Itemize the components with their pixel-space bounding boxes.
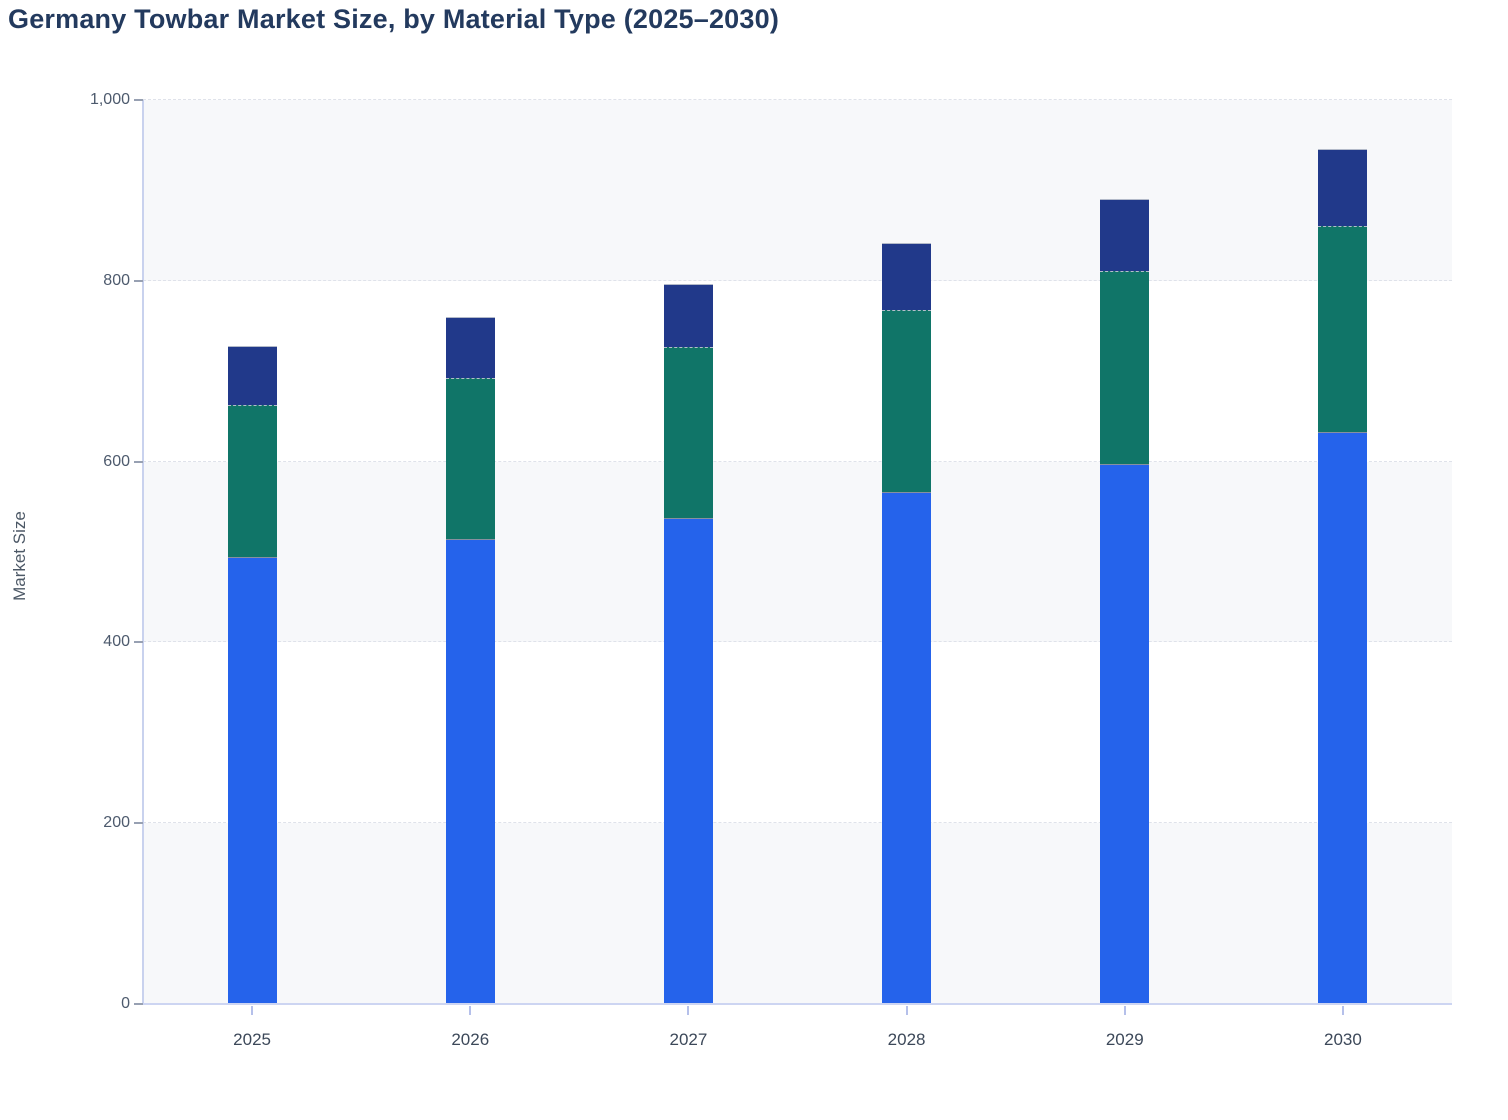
- plot-band: [143, 823, 1452, 1004]
- y-axis-tick: [134, 1003, 143, 1005]
- y-axis-tick-label: 800: [103, 271, 130, 289]
- bar-segment[interactable]: [1318, 431, 1368, 1004]
- bar-segment[interactable]: [663, 517, 713, 1004]
- y-axis-tick-label: 400: [103, 633, 130, 651]
- x-axis-tick: [251, 1006, 254, 1015]
- bar-segment[interactable]: [1100, 270, 1150, 465]
- x-axis-tick-label: 2026: [451, 1030, 490, 1049]
- bar-segment[interactable]: [445, 377, 495, 540]
- y-axis-line: [142, 100, 144, 1004]
- y-axis-tick: [134, 99, 143, 101]
- bar-segment[interactable]: [227, 345, 277, 405]
- bar-stack-2028[interactable]: [882, 242, 932, 1004]
- y-axis-tick: [134, 460, 143, 463]
- gridline: [143, 99, 1452, 100]
- bar-segment[interactable]: [1318, 225, 1368, 432]
- x-axis-tick: [905, 1006, 908, 1015]
- bar-segment[interactable]: [663, 346, 713, 518]
- x-axis-tick-label: 2029: [1105, 1030, 1144, 1049]
- bar-stack-2025[interactable]: [227, 345, 277, 1004]
- y-axis-title: Market Size: [10, 511, 29, 601]
- y-axis-tick: [134, 279, 143, 282]
- bar-stack-2027[interactable]: [663, 283, 713, 1004]
- bar-stack-2030[interactable]: [1318, 148, 1368, 1004]
- gridline: [143, 279, 1452, 281]
- bar-segment[interactable]: [882, 492, 932, 1004]
- x-axis-tick-label: 2028: [887, 1030, 926, 1049]
- x-axis-tick: [687, 1006, 690, 1015]
- plot-area: [143, 99, 1452, 1004]
- plot-band: [143, 461, 1452, 643]
- bar-segment[interactable]: [663, 283, 713, 347]
- y-axis-tick: [134, 641, 143, 644]
- bar-stack-2026[interactable]: [445, 316, 495, 1004]
- bar-segment[interactable]: [1318, 148, 1368, 226]
- x-axis-tick: [1123, 1006, 1126, 1015]
- y-axis-tick-label: 1,000: [89, 91, 130, 108]
- x-axis-tick-label: 2025: [233, 1030, 271, 1049]
- bar-segment[interactable]: [227, 404, 277, 558]
- gridline: [143, 641, 1452, 643]
- x-axis-tick-label: 2030: [1323, 1030, 1362, 1049]
- y-axis-tick: [134, 822, 143, 825]
- x-axis-tick: [469, 1006, 472, 1015]
- bar-segment[interactable]: [445, 316, 495, 378]
- bar-segment[interactable]: [1100, 464, 1150, 1004]
- y-axis-tick-label: 600: [103, 452, 130, 470]
- bar-segment[interactable]: [1100, 198, 1150, 271]
- chart-title: Germany Towbar Market Size, by Material …: [8, 4, 780, 34]
- bar-stack-2029[interactable]: [1100, 198, 1150, 1004]
- bar-segment[interactable]: [227, 557, 277, 1004]
- x-axis-line: [141, 1003, 1452, 1005]
- bar-segment[interactable]: [882, 309, 932, 493]
- plot-band: [143, 100, 1452, 281]
- gridline: [143, 822, 1452, 824]
- y-axis-tick-label: 0: [121, 995, 130, 1012]
- x-axis-tick-label: 2027: [669, 1030, 708, 1049]
- gridline: [143, 460, 1452, 462]
- bar-segment[interactable]: [882, 242, 932, 310]
- x-axis-tick: [1341, 1006, 1344, 1015]
- bar-segment[interactable]: [445, 539, 495, 1004]
- y-axis-tick-label: 200: [103, 814, 130, 832]
